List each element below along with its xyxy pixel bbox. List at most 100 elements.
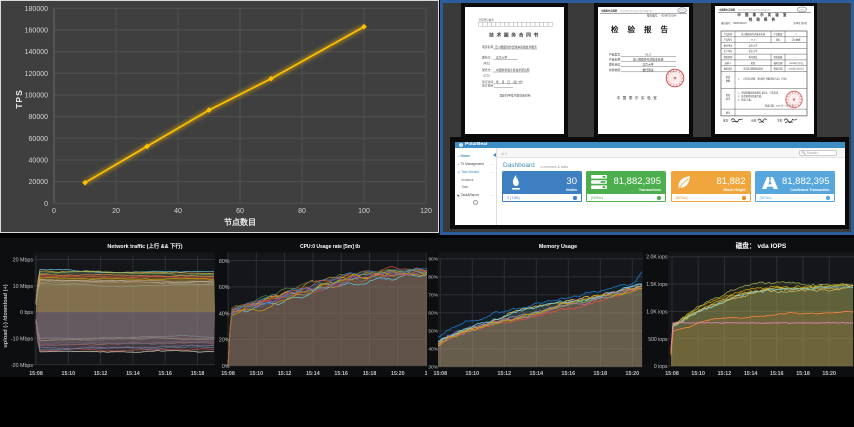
svg-text:15:12: 15:12 xyxy=(718,371,732,377)
svg-text:60%: 60% xyxy=(428,311,438,317)
svg-text:主检：: 主检： xyxy=(777,119,785,123)
svg-text:批准：: 批准： xyxy=(723,119,731,123)
svg-text:15:18: 15:18 xyxy=(191,371,205,377)
svg-text:20: 20 xyxy=(112,208,120,215)
svg-text:15:10: 15:10 xyxy=(250,371,264,377)
svg-text:(甲方): (甲方) xyxy=(483,61,490,65)
svg-text:泛川数据协作式账本系统技术服务: 泛川数据协作式账本系统技术服务 xyxy=(495,45,537,49)
svg-text:节点数目: 节点数目 xyxy=(224,217,256,227)
svg-text:15:10: 15:10 xyxy=(466,371,480,377)
svg-text:20 Mbps: 20 Mbps xyxy=(13,258,34,264)
svg-text:20000: 20000 xyxy=(29,179,49,186)
svg-text:40%: 40% xyxy=(219,311,230,317)
svg-text:生产单位: 生产单位 xyxy=(723,49,733,53)
svg-text:CPU:0 Usage rate [5m] tb: CPU:0 Usage rate [5m] tb xyxy=(300,244,360,250)
svg-text:磁盘： vda IOPS: 磁盘： vda IOPS xyxy=(735,241,787,250)
svg-text:北京大学: 北京大学 xyxy=(748,49,758,53)
svg-text:30%: 30% xyxy=(428,365,438,371)
svg-text:北京大学: 北京大学 xyxy=(748,44,758,48)
svg-text:委托单位：: 委托单位： xyxy=(609,62,623,66)
svg-text:15:08: 15:08 xyxy=(221,371,235,377)
svg-text:0 bps: 0 bps xyxy=(20,310,33,316)
svg-text:100: 100 xyxy=(358,208,370,215)
svg-text:15:18: 15:18 xyxy=(594,371,608,377)
svg-text:100000: 100000 xyxy=(25,93,48,100)
svg-text:委托方：: 委托方： xyxy=(482,55,493,59)
svg-text:China Telecommunication Techno: China Telecommunication Technology Labs xyxy=(738,9,771,12)
svg-text:15:16: 15:16 xyxy=(334,371,348,377)
svg-text:120000: 120000 xyxy=(25,71,48,78)
svg-text:—: — xyxy=(794,57,797,59)
svg-text:0: 0 xyxy=(52,208,56,215)
svg-text:40000: 40000 xyxy=(29,158,49,165)
svg-text:15:08: 15:08 xyxy=(434,371,448,377)
svg-text:90%: 90% xyxy=(428,257,438,263)
svg-text:依据: 依据 xyxy=(725,78,730,82)
svg-text:80000: 80000 xyxy=(29,114,49,121)
svg-text:60000: 60000 xyxy=(29,136,49,143)
svg-text:-20 Mbps: -20 Mbps xyxy=(11,363,33,369)
svg-text:160000: 160000 xyxy=(25,28,48,35)
svg-text:中国科学院计算技术研究所: 中国科学院计算技术研究所 xyxy=(496,68,530,72)
svg-text:委托测试: 委托测试 xyxy=(642,67,653,71)
svg-text:签订时间：: 签订时间： xyxy=(482,79,496,83)
svg-text:国家科学技术委员会印制: 国家科学技术委员会印制 xyxy=(500,93,531,97)
svg-text:可信区块链检验测试: 可信区块链检验测试 xyxy=(743,67,763,71)
svg-text:15:20: 15:20 xyxy=(822,371,836,377)
svg-text:北京大学: 北京大学 xyxy=(642,62,653,66)
svg-text:40%: 40% xyxy=(428,347,438,353)
svg-text:中国泰尔实验室: 中国泰尔实验室 xyxy=(719,8,736,12)
svg-text:年 月 日 (第一份): 年 月 日 (第一份) xyxy=(496,79,523,83)
svg-text:送样人: 送样人 xyxy=(724,61,731,65)
svg-text:60: 60 xyxy=(236,208,244,215)
svg-text:1: 1 xyxy=(425,371,428,377)
svg-text:检验报告: 检验报告 xyxy=(748,17,778,22)
svg-text:北京大学: 北京大学 xyxy=(496,55,507,59)
svg-text:产品数量: 产品数量 xyxy=(773,32,783,36)
svg-text:CTTL: CTTL xyxy=(680,10,686,12)
svg-text:TPS: TPS xyxy=(14,89,24,109)
svg-text:Memory Usage: Memory Usage xyxy=(539,244,577,250)
svg-text:中国泰尔实验室: 中国泰尔实验室 xyxy=(737,12,790,17)
svg-text:(乙方): (乙方) xyxy=(483,73,490,77)
svg-text:受托方：: 受托方： xyxy=(482,68,493,72)
svg-text:15:20: 15:20 xyxy=(626,371,640,377)
svg-text:-10 Mbps: -10 Mbps xyxy=(11,337,33,343)
svg-text:委托测试: 委托测试 xyxy=(748,55,758,59)
svg-text:0 iops: 0 iops xyxy=(654,364,668,370)
svg-text:检验报告: 检验报告 xyxy=(611,24,677,34)
svg-text:15:14: 15:14 xyxy=(744,371,758,377)
svg-text:15:16: 15:16 xyxy=(562,371,576,377)
svg-text:15:18: 15:18 xyxy=(796,371,810,377)
svg-text:15:18: 15:18 xyxy=(363,371,377,377)
svg-text:15:20: 15:20 xyxy=(391,371,405,377)
svg-text:2.0K iops: 2.0K iops xyxy=(646,255,668,261)
svg-text:报告编号：YD09T2010H: 报告编号：YD09T2010H xyxy=(721,21,747,25)
svg-text:泛川数据协作式账本系统: 泛川数据协作式账本系统 xyxy=(740,32,765,36)
svg-text:15:10: 15:10 xyxy=(691,371,705,377)
svg-text:签发日期：2020 年 7 月 15 日: 签发日期：2020 年 7 月 15 日 xyxy=(765,104,794,108)
svg-text:技术服务合同书: 技术服务合同书 xyxy=(489,31,541,38)
svg-text:140000: 140000 xyxy=(25,49,48,56)
svg-text:产品型号: 产品型号 xyxy=(723,38,733,42)
svg-text:2020年7月2日: 2020年7月2日 xyxy=(789,61,803,65)
svg-text:产品型号：: 产品型号： xyxy=(609,52,623,56)
svg-text:泛川数据协作式账本系统: 泛川数据协作式账本系统 xyxy=(633,57,664,61)
svg-text:15:16: 15:16 xyxy=(158,371,172,377)
svg-text:15:14: 15:14 xyxy=(126,371,140,377)
svg-text:15:14: 15:14 xyxy=(306,371,320,377)
svg-text:1、测试明细见检验报告 第4页，可信区块: 1、测试明细见检验报告 第4页，可信区块 xyxy=(738,91,779,95)
svg-text:备注: 备注 xyxy=(725,111,730,115)
svg-text:15:12: 15:12 xyxy=(94,371,108,377)
svg-text:产品名称: 产品名称 xyxy=(723,32,733,36)
svg-text:15:08: 15:08 xyxy=(29,371,43,377)
svg-text:1.5K iops: 1.5K iops xyxy=(646,282,668,288)
svg-text:10 Mbps: 10 Mbps xyxy=(13,284,34,290)
svg-text:15:12: 15:12 xyxy=(278,371,292,377)
svg-text:抽样日期: 抽样日期 xyxy=(773,61,783,65)
svg-text:15:16: 15:16 xyxy=(770,371,784,377)
svg-text:报告编号： YD09T2010H: 报告编号： YD09T2010H xyxy=(647,13,677,17)
svg-text:upload (-) /download (+): upload (-) /download (+) xyxy=(3,284,9,347)
svg-text:检验: 检验 xyxy=(725,75,730,79)
svg-text:泛川数据: 泛川数据 xyxy=(791,38,801,42)
